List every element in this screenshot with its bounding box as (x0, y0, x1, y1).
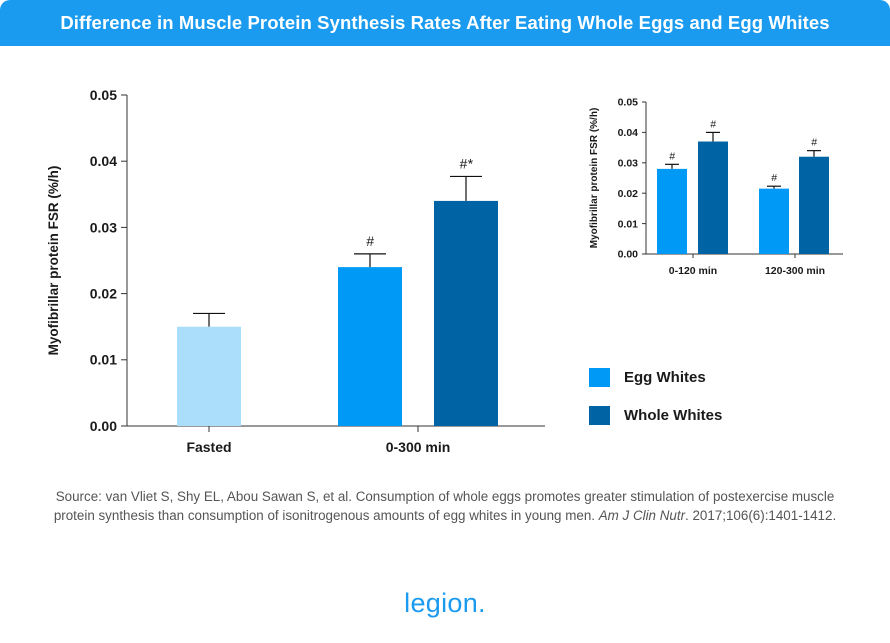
chart-title: Difference in Muscle Protein Synthesis R… (60, 12, 830, 33)
inset-y-tick-label: 0.01 (618, 218, 639, 230)
main-bar-whole-annotation: #* (459, 155, 473, 171)
legend-swatch-whole (589, 406, 610, 425)
inset-y-axis-label: Myofibrillar protein FSR (%/h) (589, 108, 600, 249)
source-citation: Source: van Vliet S, Shy EL, Abou Sawan … (40, 487, 850, 525)
inset-bar-egg_whites-annotation: # (771, 172, 777, 184)
main-y-tick-label: 0.01 (90, 352, 117, 368)
inset-chart: 0.00 0.01 0.02 0.03 0.04 0.05 0-120 min 120-300… (589, 97, 843, 277)
inset-bar-whole-annotation: # (811, 137, 817, 149)
legion-logo: legion. (404, 588, 486, 618)
main-bar-whole (434, 200, 498, 426)
inset-bar-whole (799, 156, 829, 254)
inset-y-tick-label: 0.00 (618, 249, 639, 261)
main-y-tick-label: 0.04 (90, 153, 117, 169)
inset-bar-egg_whites (657, 168, 687, 254)
inset-bar-egg_whites (759, 188, 789, 254)
main-x-tick-label: 0-300 min (386, 439, 451, 455)
main-y-tick-label: 0.05 (90, 87, 117, 103)
main-y-tick-label: 0.03 (90, 219, 117, 235)
inset-y-tick-label: 0.02 (618, 188, 639, 200)
inset-x-tick-label: 120-300 min (765, 265, 825, 277)
source-journal: Am J Clin Nutr (598, 508, 686, 523)
main-bar-egg_whites (338, 267, 402, 426)
main-y-tick-label: 0.00 (90, 418, 117, 434)
inset-bar-egg_whites-annotation: # (669, 150, 675, 162)
main-chart: 0.00 0.01 0.02 0.03 0.04 0.05 Fasted 0-300 min M… (46, 87, 545, 455)
main-x-tick-label: Fasted (186, 439, 231, 455)
legend-swatch-egg-whites (589, 368, 610, 387)
inset-x-tick-label: 0-120 min (669, 265, 717, 277)
inset-bar-whole-annotation: # (710, 118, 716, 130)
legend-label-egg-whites: Egg Whites (624, 369, 706, 386)
main-y-axis-label: Myofibrillar protein FSR (%/h) (46, 166, 61, 356)
source-text: Source: van Vliet S, Shy EL, Abou Sawan … (53, 489, 835, 523)
main-bar-egg_whites-annotation: # (366, 233, 374, 249)
source-citation-details: . 2017;106(6):1401-1412. (685, 508, 837, 523)
inset-y-tick-label: 0.03 (618, 157, 639, 169)
title-banner (0, 0, 890, 46)
inset-bar-whole (698, 141, 728, 254)
inset-y-tick-label: 0.05 (618, 97, 639, 109)
inset-y-tick-label: 0.04 (618, 127, 639, 139)
main-y-tick-label: 0.02 (90, 286, 117, 302)
legend-label-whole: Whole Whites (624, 407, 723, 424)
main-bar-fasted (177, 326, 241, 426)
